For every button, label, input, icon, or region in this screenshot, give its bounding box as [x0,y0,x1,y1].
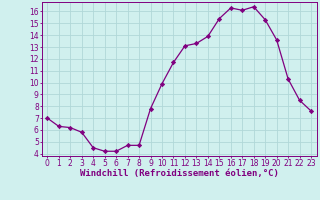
X-axis label: Windchill (Refroidissement éolien,°C): Windchill (Refroidissement éolien,°C) [80,169,279,178]
